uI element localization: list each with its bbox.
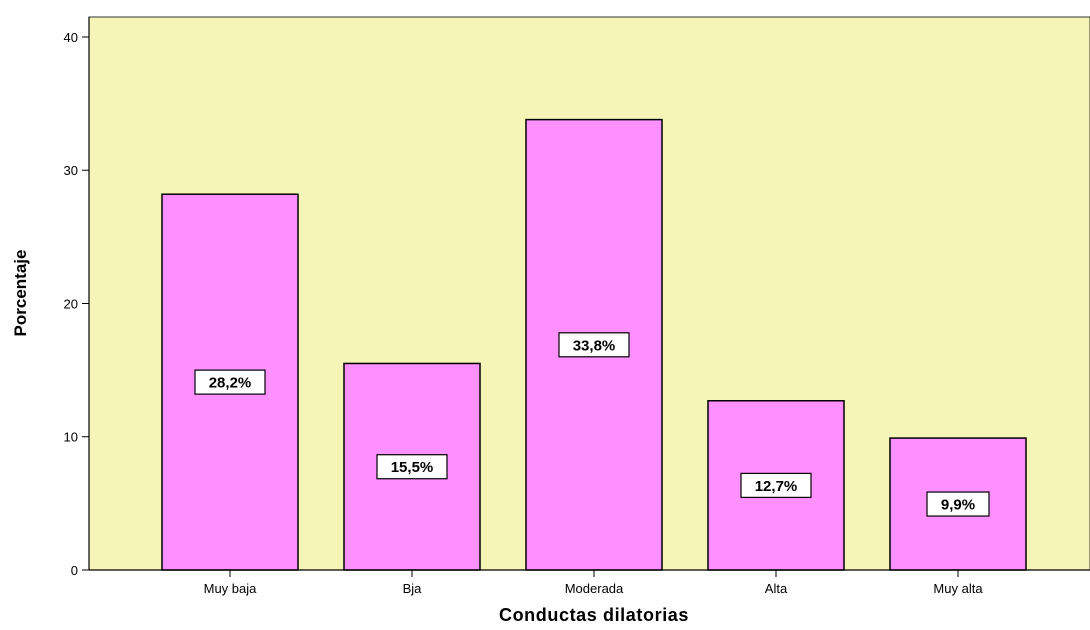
data-label: 12,7% — [755, 478, 798, 495]
x-tick-label: Muy baja — [204, 581, 258, 596]
y-tick-label: 20 — [64, 296, 78, 311]
data-label: 9,9% — [941, 497, 975, 514]
y-tick-label: 40 — [64, 30, 78, 45]
data-label-box — [376, 454, 448, 480]
y-axis-title: Porcentaje — [11, 250, 30, 337]
y-tick-label: 0 — [71, 563, 78, 578]
y-axis-ticks: 0 10 20 30 40 — [64, 30, 89, 578]
data-label-box — [194, 369, 266, 395]
x-tick-label: Moderada — [565, 581, 624, 596]
data-label: 15,5% — [391, 459, 434, 476]
x-tick-label: Alta — [765, 581, 788, 596]
data-label-box — [558, 332, 630, 358]
data-label-box — [740, 472, 812, 498]
bar — [161, 193, 299, 571]
y-tick-label: 10 — [64, 430, 78, 445]
data-label-box — [926, 491, 990, 517]
x-axis-title: Conductas dilatorias — [499, 605, 689, 625]
y-tick-label: 30 — [64, 163, 78, 178]
data-label: 28,2% — [209, 375, 252, 392]
data-labels: 28,2% 15,5% 33,8% 12,7% 9,9% — [194, 332, 990, 517]
x-tick-label: Bja — [403, 581, 423, 596]
x-axis-ticks: Muy baja Bja Moderada Alta Muy alta — [204, 570, 983, 596]
x-tick-label: Muy alta — [933, 581, 983, 596]
data-label: 33,8% — [573, 337, 616, 354]
bars — [161, 118, 1027, 571]
